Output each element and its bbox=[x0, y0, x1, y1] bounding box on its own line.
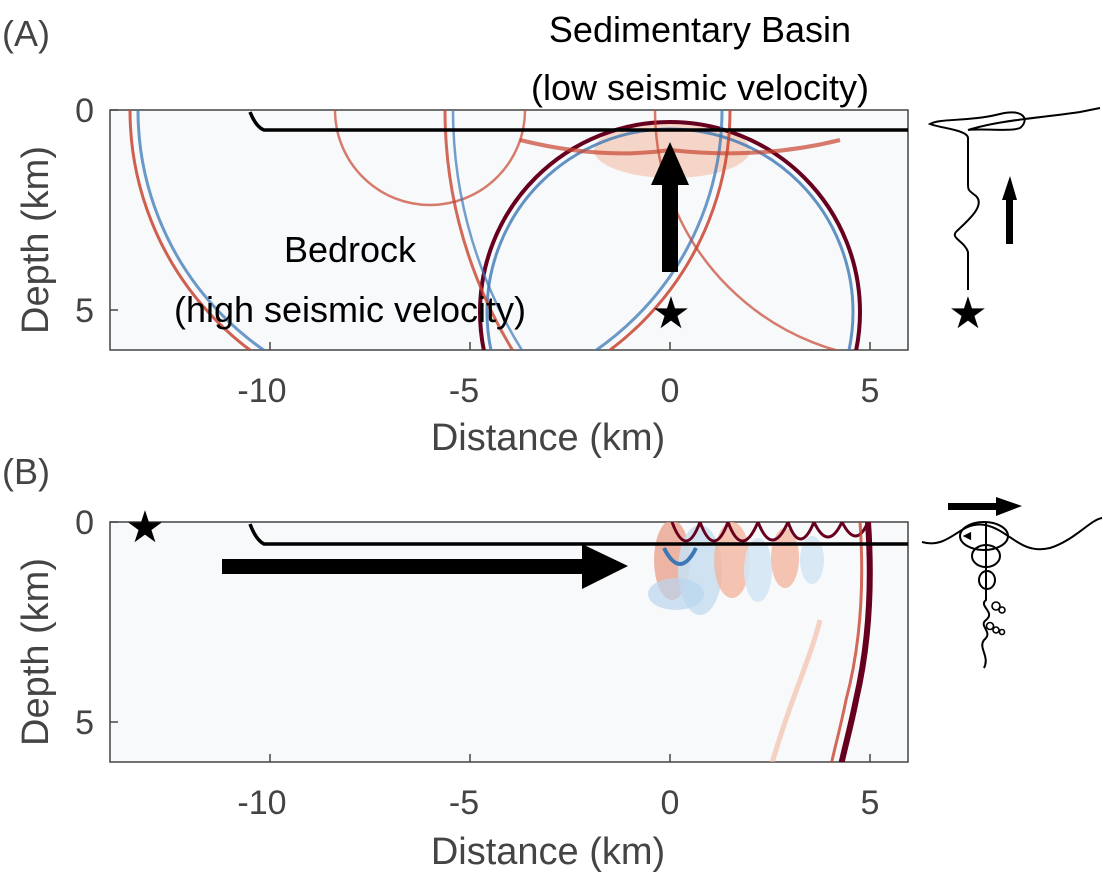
refracted-arc-left-small bbox=[333, 110, 527, 207]
bedrock-annotation-line1: Bedrock bbox=[284, 229, 417, 270]
panel-a-ticks bbox=[110, 109, 871, 350]
panel-b-source-star-icon: ★ bbox=[125, 503, 164, 552]
inset-right-arrow bbox=[948, 497, 1022, 516]
panel-a-label: (A) bbox=[2, 13, 50, 54]
panel-b-xtick-1: -10 bbox=[237, 784, 286, 822]
panel-b-ytick-2: 5 bbox=[75, 704, 94, 742]
basin-annotation-line2: (low seismic velocity) bbox=[531, 67, 869, 108]
source-star-icon: ★ bbox=[651, 289, 690, 338]
panel-b-ticks bbox=[110, 521, 871, 762]
trapped-surface-waves bbox=[648, 522, 870, 615]
inset-vertical-trace bbox=[981, 522, 991, 669]
panel-a-xlabel: Distance (km) bbox=[431, 417, 665, 459]
inset-orbit-1 bbox=[959, 521, 1009, 551]
horizontal-arrow bbox=[222, 544, 628, 589]
bedrock-annotation-line2: (high seismic velocity) bbox=[174, 289, 526, 330]
body-wavefront-red bbox=[830, 522, 864, 762]
panel-a-ylabel: Depth (km) bbox=[15, 146, 57, 334]
inset-up-arrow bbox=[1002, 176, 1017, 244]
panel-b-xtick-4: 5 bbox=[861, 784, 880, 822]
panel-b: (B) ★ bbox=[2, 451, 1103, 873]
upward-arrow bbox=[651, 142, 689, 272]
panel-a-xtick-4: 5 bbox=[861, 372, 880, 410]
body-wavefront-faint bbox=[769, 619, 823, 762]
panel-a-xtick-3: 0 bbox=[661, 372, 680, 410]
panel-a-xtick-2: -5 bbox=[449, 372, 479, 410]
panel-a: (A) Sedimentary Basin (low seismic veloc… bbox=[2, 9, 1101, 459]
panel-b-wavefield bbox=[648, 522, 873, 762]
inset-trace-vertical bbox=[927, 107, 1101, 290]
panel-a-xtick-1: -10 bbox=[237, 372, 286, 410]
panel-a-ytick-2: 5 bbox=[75, 292, 94, 330]
panel-b-label: (B) bbox=[2, 451, 50, 492]
panel-b-ytick-1: 0 bbox=[75, 504, 94, 542]
panel-b-inset-particle-motion: ◄ bbox=[921, 497, 1103, 669]
inset-small-orbits bbox=[985, 601, 1006, 636]
panel-b-xtick-3: 0 bbox=[661, 784, 680, 822]
panel-b-ylabel: Depth (km) bbox=[15, 558, 57, 746]
panel-b-xtick-2: -5 bbox=[449, 784, 479, 822]
inset-source-star-icon: ★ bbox=[948, 289, 987, 338]
basin-annotation-line1: Sedimentary Basin bbox=[549, 9, 851, 50]
panel-b-xlabel: Distance (km) bbox=[431, 831, 665, 873]
body-wavefront-dark bbox=[838, 522, 873, 762]
inset-surface-trace bbox=[921, 517, 1103, 551]
panel-a-inset-seismogram: ★ bbox=[927, 107, 1101, 338]
inset-orbit-marker-left: ◄ bbox=[960, 527, 974, 543]
direct-wavefront-outer bbox=[478, 120, 862, 350]
basin-boundary-line bbox=[248, 111, 908, 132]
panel-a-ytick-1: 0 bbox=[75, 92, 94, 130]
panel-b-basin-boundary-line bbox=[248, 523, 908, 546]
